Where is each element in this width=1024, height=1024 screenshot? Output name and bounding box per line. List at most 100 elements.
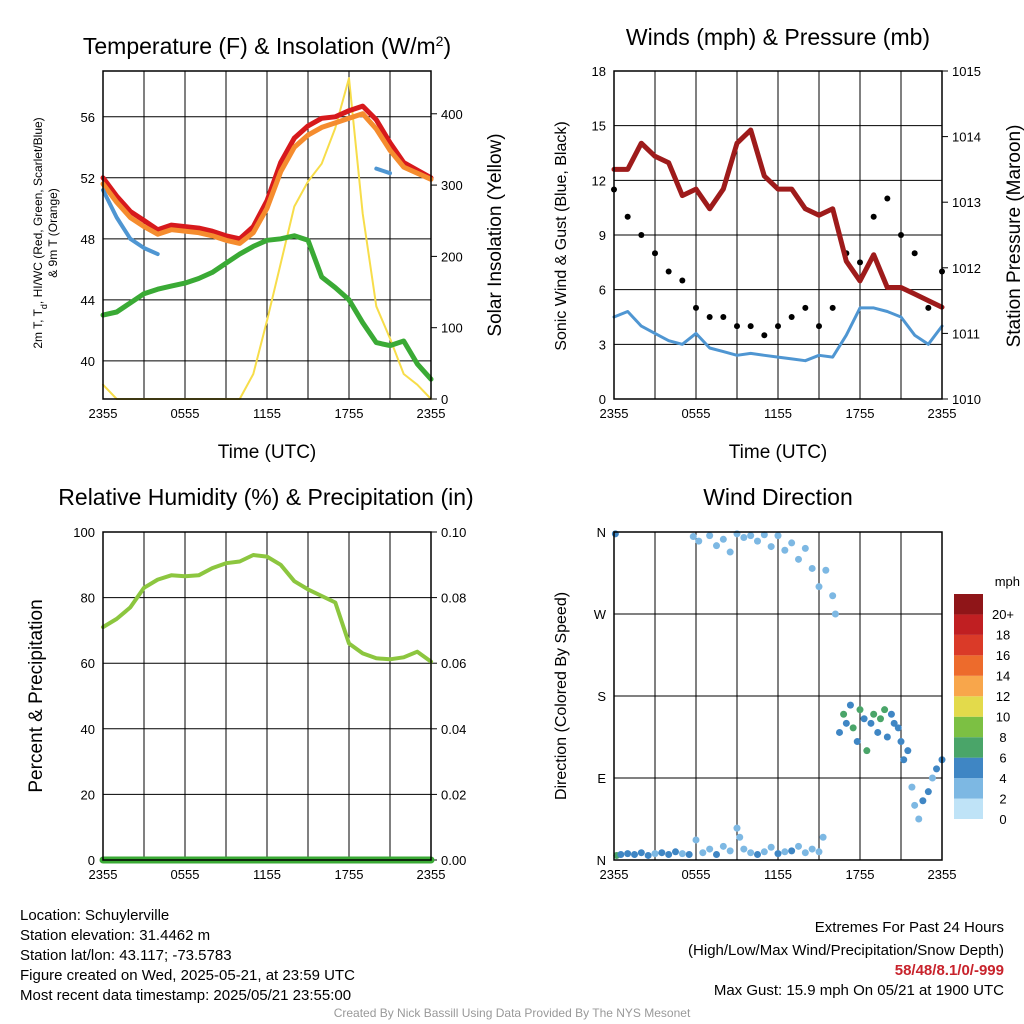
station-latlon: Station lat/lon: 43.117; -73.5783 <box>20 947 232 964</box>
direction-point <box>815 583 823 591</box>
wind-gust-point <box>624 213 631 220</box>
temp-y2-tick-label: 300 <box>441 178 463 193</box>
legend-swatch <box>954 716 983 738</box>
sonic-wind-line <box>612 306 944 363</box>
legend-swatch <box>954 675 983 697</box>
station-elevation: Station elevation: 31.4462 m <box>20 927 211 944</box>
wind-gust-point <box>761 332 768 339</box>
direction-point <box>760 848 768 856</box>
legend-label: 12 <box>996 689 1010 704</box>
rh-y2-tick-label: 0.02 <box>441 787 466 802</box>
direction-point <box>836 728 843 736</box>
direction-point <box>747 532 755 540</box>
direction-y-tick-label: N <box>597 853 606 868</box>
temp-chart-title: Temperature (F) & Insolation (W/m2) <box>83 33 451 59</box>
wind-gust-point <box>925 304 932 311</box>
temp-xlabel: Time (UTC) <box>218 442 317 463</box>
rh-ylabel: Percent & Precipitation <box>26 599 47 792</box>
direction-point <box>672 848 679 856</box>
direction-point <box>877 715 884 723</box>
direction-point <box>870 710 878 718</box>
wind-gust-point <box>652 250 658 257</box>
direction-point <box>887 710 895 718</box>
wind-gust-point <box>665 268 672 275</box>
dir-x-tick-label: 0555 <box>682 867 711 882</box>
rh-x-tick-label: 2355 <box>417 867 446 882</box>
rh-x-tick-label: 0555 <box>171 867 200 882</box>
direction-point <box>822 566 830 574</box>
direction-point <box>808 845 816 853</box>
legend-label: 10 <box>996 710 1010 725</box>
dir-x-tick-label: 2355 <box>600 867 629 882</box>
rh-x-tick-label: 2355 <box>89 867 118 882</box>
wind-y2-tick-label: 1014 <box>952 130 981 145</box>
legend-swatch <box>954 696 983 717</box>
direction-point <box>846 701 854 709</box>
direction-point <box>665 851 673 859</box>
rh-y-tick-label: 60 <box>81 656 95 671</box>
direction-point <box>795 555 802 563</box>
temp-y-tick-label: 56 <box>81 110 95 125</box>
figure-created: Figure created on Wed, 2025-05-21, at 23… <box>20 967 355 984</box>
direction-point <box>831 610 839 618</box>
direction-point <box>689 533 697 541</box>
direction-point <box>915 815 923 823</box>
extremes-values: 58/48/8.1/0/-999 <box>894 962 1004 979</box>
direction-point <box>692 836 700 844</box>
wind-x-tick-label: 2355 <box>928 406 957 421</box>
rh-y-tick-label: 20 <box>81 787 95 802</box>
rh-y-tick-label: 100 <box>73 525 95 540</box>
extremes-subtitle: (High/Low/Max Wind/Precipitation/Snow De… <box>688 942 1004 959</box>
direction-point <box>617 851 625 859</box>
direction-point <box>881 706 889 714</box>
direction-y-tick-label: N <box>597 525 606 540</box>
direction-point <box>904 747 912 755</box>
legend-label: 16 <box>996 648 1010 663</box>
direction-point <box>637 849 645 857</box>
direction-plot-frame <box>613 531 943 861</box>
rh-y2-tick-label: 0.08 <box>441 591 466 606</box>
wind-y-tick-label: 9 <box>599 228 606 243</box>
legend-title: mph <box>995 574 1020 589</box>
direction-point <box>624 850 632 858</box>
direction-point <box>808 564 816 572</box>
direction-point <box>736 833 744 841</box>
direction-point <box>740 533 748 541</box>
direction-point <box>829 592 837 600</box>
direction-point <box>795 842 802 850</box>
temp-y-tick-label: 48 <box>81 232 95 247</box>
temp-y2-tick-label: 0 <box>441 392 448 407</box>
direction-point <box>883 733 891 741</box>
temp-9m-line <box>100 111 434 246</box>
legend-swatch <box>954 614 983 635</box>
temp-x-tick-label: 1755 <box>335 406 364 421</box>
legend-swatch <box>954 757 983 779</box>
wind-y-tick-label: 0 <box>599 392 606 407</box>
rh-y2-tick-label: 0.06 <box>441 656 466 671</box>
max-gust: Max Gust: 15.9 mph On 05/21 at 1900 UTC <box>713 982 1004 999</box>
wind-gust-point <box>816 323 822 330</box>
wind-gust-point <box>747 323 754 330</box>
rh-x-tick-label: 1755 <box>335 867 364 882</box>
direction-point <box>767 843 775 851</box>
direction-point <box>747 849 755 857</box>
direction-point <box>801 849 809 857</box>
wind-y2-tick-label: 1012 <box>952 261 981 276</box>
direction-point <box>788 539 796 547</box>
direction-point <box>911 801 919 809</box>
wind-plot-frame <box>613 70 943 400</box>
legend-label: 0 <box>999 812 1006 827</box>
direction-point <box>924 788 932 796</box>
temp-y-tick-label: 52 <box>81 171 95 186</box>
wind-gust-point <box>679 277 686 284</box>
wind-gust-point <box>911 250 918 257</box>
direction-point <box>706 532 714 540</box>
station-info: Location: Schuylerville Station elevatio… <box>20 906 355 1006</box>
temp-y2-tick-label: 100 <box>441 321 463 336</box>
rh-y2-tick-label: 0.10 <box>441 525 466 540</box>
direction-point <box>801 544 809 552</box>
temp-x-tick-label: 0555 <box>171 406 200 421</box>
wind-gust-point <box>775 323 781 330</box>
dir-x-tick-label: 2355 <box>928 867 957 882</box>
wind-y-tick-label: 12 <box>592 173 606 188</box>
